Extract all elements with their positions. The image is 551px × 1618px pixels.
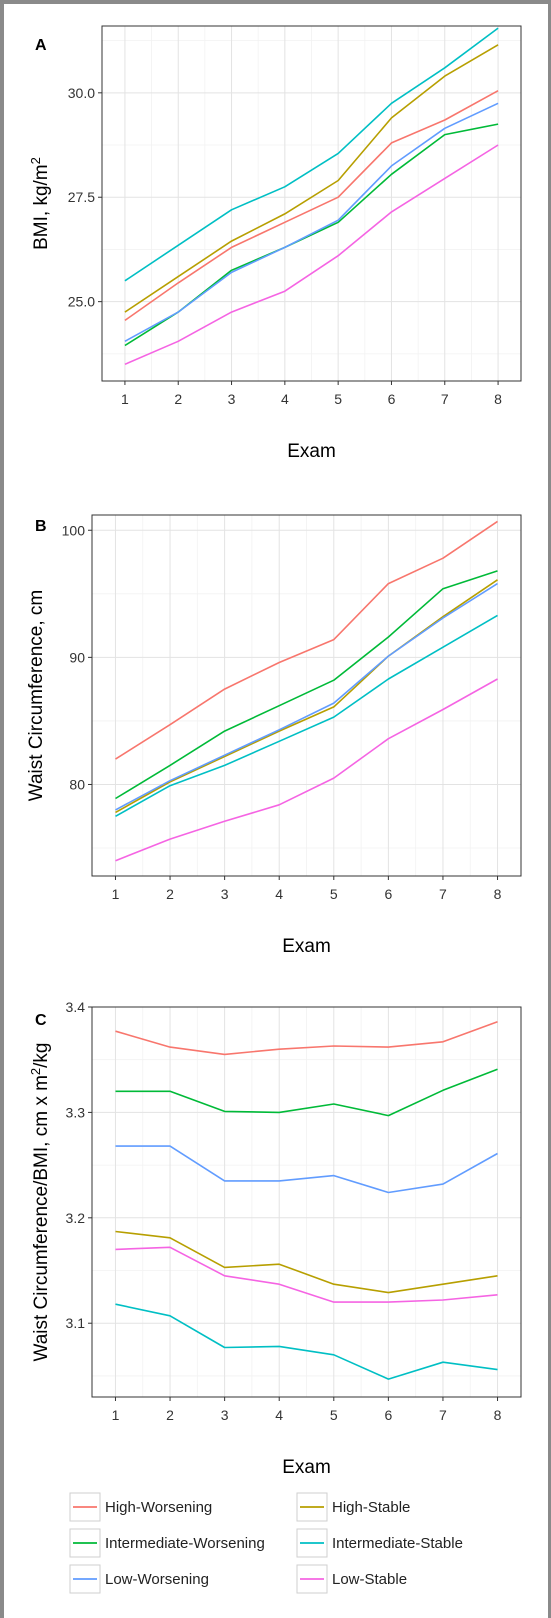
- legend-label: Intermediate-Worsening: [105, 1535, 265, 1552]
- x-tick-label: 3: [221, 1407, 229, 1423]
- legend-label: High-Stable: [332, 1499, 410, 1516]
- x-tick-label: 6: [384, 886, 392, 902]
- series-line: [124, 144, 499, 366]
- series-line: [115, 614, 498, 817]
- x-tick-label: 5: [330, 1407, 338, 1423]
- plot-border: [91, 514, 522, 877]
- x-tick-label: 8: [494, 391, 502, 407]
- y-tick-label: 80: [69, 776, 85, 792]
- legend-label: High-Worsening: [105, 1499, 212, 1516]
- series-line: [115, 1145, 498, 1194]
- legend: High-Worsening High-Stable Intermediate-Wo…: [69, 1492, 463, 1594]
- series-line: [115, 678, 498, 862]
- y-tick-label: 25.0: [68, 294, 95, 310]
- x-tick-label: 1: [121, 391, 129, 407]
- panel-b: B 80 90 100 1 2 3 4 5 6 7 8 Exam Waist Circumference,…: [26, 514, 522, 957]
- x-tick-label: 2: [166, 886, 174, 902]
- series-line: [124, 27, 499, 282]
- series-line: [115, 1303, 498, 1380]
- series-line: [115, 1246, 498, 1303]
- panel-letter: A: [35, 37, 47, 54]
- plot-border: [91, 1006, 522, 1398]
- x-tick-label: 6: [388, 391, 396, 407]
- x-axis-title: Exam: [287, 441, 336, 462]
- panel-letter: B: [35, 518, 47, 535]
- y-tick-label: 27.5: [68, 189, 95, 205]
- x-tick-label: 4: [275, 1407, 283, 1423]
- x-tick-label: 1: [112, 886, 120, 902]
- x-tick-label: 5: [334, 391, 342, 407]
- series-line: [115, 1021, 498, 1056]
- panel-a: A 25.0 27.5 30.0 1 2 3 4 5 6 7 8 Exam BMI, kg/m2: [28, 25, 522, 462]
- series-line: [124, 89, 499, 322]
- plot-border: [101, 25, 522, 382]
- x-tick-label: 1: [112, 1407, 120, 1423]
- x-tick-label: 2: [166, 1407, 174, 1423]
- legend-label: Low-Worsening: [105, 1571, 209, 1588]
- x-tick-label: 7: [439, 1407, 447, 1423]
- y-tick-label: 90: [69, 649, 85, 665]
- y-axis-title: Waist Circumference, cm: [26, 590, 47, 802]
- panel-letter: C: [35, 1012, 47, 1029]
- series-line: [115, 582, 498, 811]
- x-tick-label: 3: [221, 886, 229, 902]
- y-tick-label: 3.2: [66, 1210, 86, 1226]
- series-line: [115, 570, 498, 800]
- series-line: [115, 1230, 498, 1294]
- x-axis-title: Exam: [282, 1457, 331, 1478]
- x-tick-label: 7: [441, 391, 449, 407]
- series-line: [115, 579, 498, 814]
- panel-c: C 3.1 3.2 3.3 3.4 1 2 3 4 5 6 7 8 Exam Waist Circumfer…: [28, 999, 522, 1478]
- x-tick-label: 4: [275, 886, 283, 902]
- series-line: [124, 44, 499, 313]
- x-tick-label: 3: [228, 391, 236, 407]
- y-axis-title: Waist Circumference/BMI, cm x m2/kg: [28, 1042, 52, 1361]
- y-tick-label: 3.3: [66, 1104, 86, 1120]
- x-tick-label: 7: [439, 886, 447, 902]
- y-tick-label: 3.1: [66, 1315, 86, 1331]
- x-tick-label: 4: [281, 391, 289, 407]
- series-line: [115, 1068, 498, 1117]
- legend-label: Low-Stable: [332, 1571, 407, 1588]
- x-tick-label: 2: [174, 391, 182, 407]
- y-tick-label: 3.4: [66, 999, 86, 1015]
- x-tick-label: 8: [494, 886, 502, 902]
- x-axis-title: Exam: [282, 936, 331, 957]
- y-tick-label: 30.0: [68, 85, 95, 101]
- x-tick-label: 8: [494, 1407, 502, 1423]
- legend-label: Intermediate-Stable: [332, 1535, 463, 1552]
- series-line: [115, 520, 498, 760]
- x-tick-label: 5: [330, 886, 338, 902]
- y-tick-label: 100: [62, 522, 86, 538]
- x-tick-label: 6: [384, 1407, 392, 1423]
- series-line: [124, 102, 499, 343]
- y-axis-title: BMI, kg/m2: [28, 157, 52, 250]
